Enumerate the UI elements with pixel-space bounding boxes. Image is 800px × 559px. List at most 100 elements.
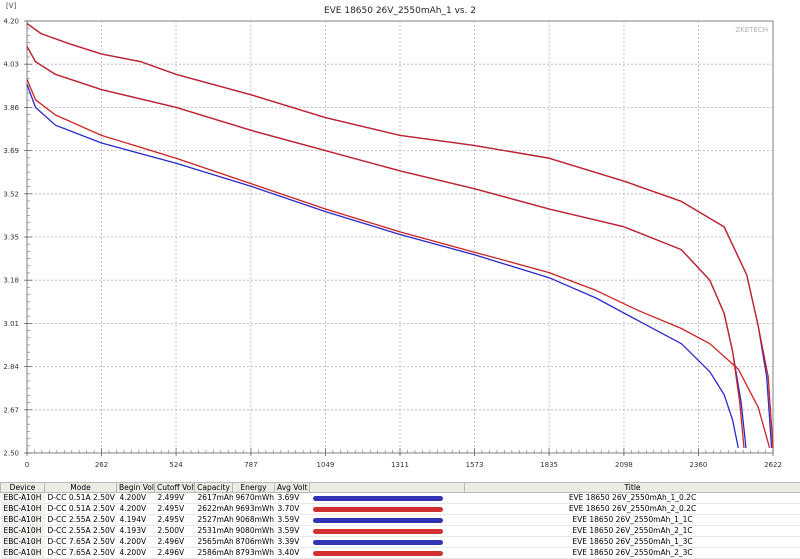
table-cell: 2.495V	[155, 504, 195, 515]
x-tick-label: 524	[169, 461, 183, 469]
series-color-swatch	[313, 518, 443, 523]
series-title: EVE 18650 26V_2550mAh_2_3C	[465, 548, 800, 559]
table-cell: 8793mWh	[233, 548, 275, 559]
series-title: EVE 18650 26V_2550mAh_1_3C	[465, 537, 800, 548]
series-color-swatch	[313, 507, 443, 512]
table-cell: 2565mAh	[195, 537, 233, 548]
table-cell: EBC-A10H	[1, 493, 45, 504]
y-tick-label: 2.67	[3, 406, 19, 414]
table-cell: 9670mWh	[233, 493, 275, 504]
table-cell: D-CC 7.65A 2.50V	[45, 548, 117, 559]
table-cell: 8706mWh	[233, 537, 275, 548]
y-tick-label: 3.18	[3, 277, 19, 285]
y-tick-label: 2.84	[3, 363, 19, 371]
y-tick-label: 4.03	[3, 61, 19, 69]
column-header[interactable]: Cutoff Volt	[155, 483, 195, 493]
table-cell: 2527mAh	[195, 515, 233, 526]
table-cell: 4.200V	[117, 548, 155, 559]
table-cell: 2617mAh	[195, 493, 233, 504]
discharge-chart: EVE 18650 26V_2550mAh_1 vs. 2 [V] ZKETECH 2…	[0, 0, 800, 480]
series-title: EVE 18650 26V_2550mAh_2_1C	[465, 526, 800, 537]
x-tick-label: 2360	[690, 461, 708, 469]
y-tick-label: 3.86	[3, 104, 19, 112]
column-header[interactable]: Device	[1, 483, 45, 493]
column-header[interactable]	[310, 483, 465, 493]
column-header[interactable]: Energy	[233, 483, 275, 493]
y-unit-label: [V]	[6, 2, 17, 10]
series-title: EVE 18650 26V_2550mAh_2_0.2C	[465, 504, 800, 515]
column-header[interactable]: Mode	[45, 483, 117, 493]
x-tick-label: 2622	[764, 461, 782, 469]
x-tick-label: 1049	[317, 461, 335, 469]
series-color-swatch	[313, 551, 443, 556]
table-cell: EBC-A10H	[1, 504, 45, 515]
series-color-cell	[310, 515, 465, 526]
series-title: EVE 18650 26V_2550mAh_1_1C	[465, 515, 800, 526]
table-cell: EBC-A10H	[1, 515, 45, 526]
table-cell: 4.200V	[117, 537, 155, 548]
table-cell: 9080mWh	[233, 526, 275, 537]
table-cell: 4.194V	[117, 515, 155, 526]
column-header[interactable]: Begin Volt	[117, 483, 155, 493]
table-cell: 2622mAh	[195, 504, 233, 515]
x-tick-label: 1311	[391, 461, 409, 469]
series-color-cell	[310, 493, 465, 504]
table-cell: D-CC 2.55A 2.50V	[45, 526, 117, 537]
chart-area: EVE 18650 26V_2550mAh_1 vs. 2 [V] ZKETECH 2…	[0, 0, 800, 480]
table-cell: 9693mWh	[233, 504, 275, 515]
chart-title: EVE 18650 26V_2550mAh_1 vs. 2	[324, 6, 476, 16]
table-cell: 2586mAh	[195, 548, 233, 559]
table-cell: 2.496V	[155, 548, 195, 559]
column-header[interactable]: Title	[465, 483, 800, 493]
table-cell: EBC-A10H	[1, 526, 45, 537]
watermark: ZKETECH	[735, 26, 768, 34]
table-cell: 2.496V	[155, 537, 195, 548]
series-color-swatch	[313, 529, 443, 534]
y-tick-label: 3.01	[3, 320, 19, 328]
table-cell: 4.200V	[117, 504, 155, 515]
series-color-cell	[310, 504, 465, 515]
x-tick-label: 787	[244, 461, 257, 469]
table-cell: 3.59V	[275, 515, 310, 526]
table-cell: EBC-A10H	[1, 537, 45, 548]
table-cell: 9068mWh	[233, 515, 275, 526]
table-cell: D-CC 7.65A 2.50V	[45, 537, 117, 548]
y-tick-label: 3.35	[3, 234, 19, 242]
series-title: EVE 18650 26V_2550mAh_1_0.2C	[465, 493, 800, 504]
column-header[interactable]: Capacity	[195, 483, 233, 493]
table-cell: 2.495V	[155, 515, 195, 526]
table-cell: 4.200V	[117, 493, 155, 504]
table-cell: 2.499V	[155, 493, 195, 504]
x-tick-label: 2098	[615, 461, 633, 469]
x-tick-label: 0	[25, 461, 29, 469]
table-cell: D-CC 0.51A 2.50V	[45, 504, 117, 515]
table-cell: 3.70V	[275, 504, 310, 515]
table-cell: 2.500V	[155, 526, 195, 537]
series-color-cell	[310, 537, 465, 548]
x-tick-label: 262	[95, 461, 108, 469]
series-color-swatch	[313, 540, 443, 545]
series-color-cell	[310, 526, 465, 537]
column-header[interactable]: Avg Volt	[275, 483, 310, 493]
y-tick-label: 2.50	[3, 450, 19, 458]
table-cell: 3.69V	[275, 493, 310, 504]
table-cell: 4.193V	[117, 526, 155, 537]
table-cell: D-CC 2.55A 2.50V	[45, 515, 117, 526]
y-tick-label: 3.52	[3, 190, 19, 198]
table-cell: 2531mAh	[195, 526, 233, 537]
x-tick-label: 1835	[540, 461, 558, 469]
table-cell: EBC-A10H	[1, 548, 45, 559]
series-color-cell	[310, 548, 465, 559]
table-cell: D-CC 0.51A 2.50V	[45, 493, 117, 504]
series-color-swatch	[313, 496, 443, 501]
y-tick-label: 4.20	[3, 18, 19, 26]
table-cell: 3.40V	[275, 548, 310, 559]
